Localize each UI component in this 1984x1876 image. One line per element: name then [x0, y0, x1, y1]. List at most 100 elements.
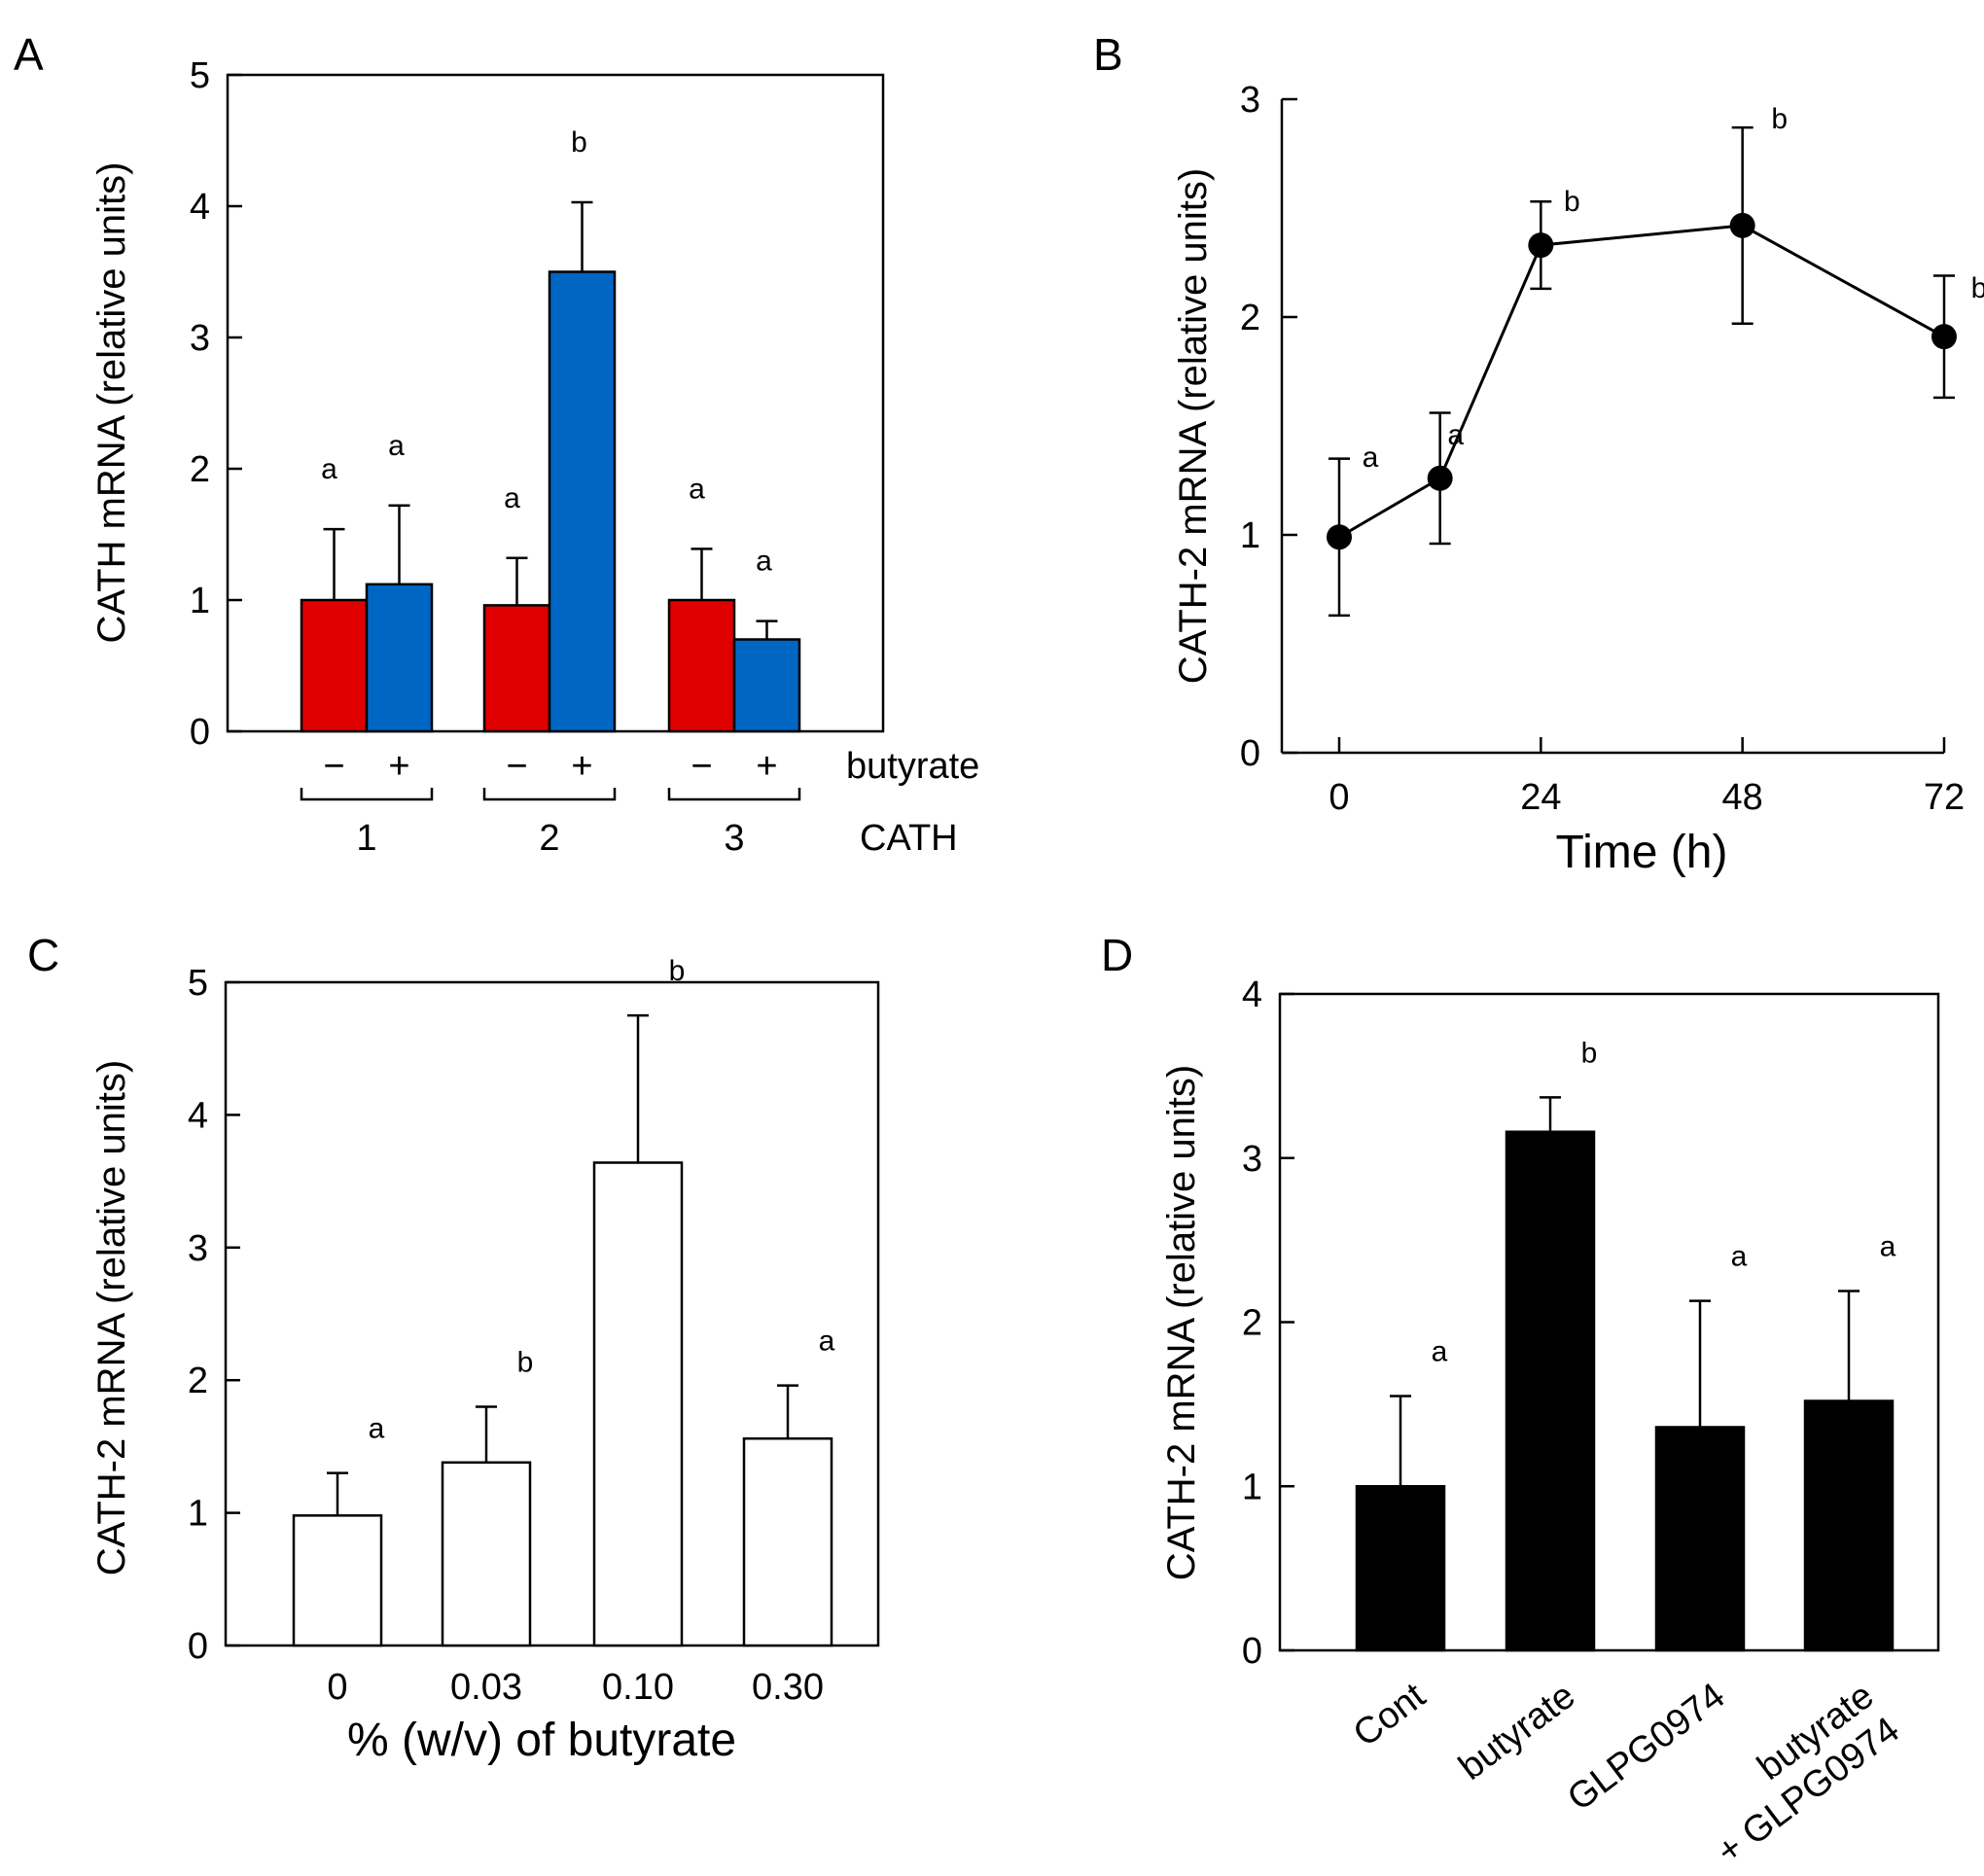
panel-a-group-bracket: [667, 788, 801, 801]
panel-c-category-label: 0: [327, 1667, 347, 1708]
panel-a-group-label: 2: [539, 818, 559, 859]
panel-d-bar: [1505, 1130, 1596, 1652]
panel-a-treatment-sign: +: [571, 746, 592, 787]
panel-c-y-axis-title: CATH-2 mRNA (relative units): [90, 1060, 133, 1575]
panel-b-xtick-label: 0: [1329, 777, 1349, 818]
panel-c-ytick-label: 3: [188, 1228, 208, 1269]
panel-a-treatment-title: butyrate: [846, 746, 979, 787]
panel-a-ytick-label: 4: [190, 187, 210, 228]
panel-b-y-axis-title: CATH-2 mRNA (relative units): [1172, 168, 1215, 684]
panel-c-significance-letter: a: [819, 1326, 835, 1358]
panel-a-treatment-sign: −: [506, 746, 527, 787]
panel-b-chart: 0 1 2 3 0 24 48 72 CATH-2 mRNA (relative units) T…: [1172, 80, 1984, 878]
panel-c-bar: [742, 1436, 833, 1647]
panel-c-letter: C: [27, 930, 59, 980]
panel-a-ytick-label: 1: [190, 581, 210, 621]
panel-b-significance-letter: b: [1971, 272, 1984, 304]
panel-b-data-point: [1931, 324, 1957, 350]
panel-c-x-axis-title: % (w/v) of butyrate: [347, 1715, 736, 1766]
panel-b-significance-letter: a: [1363, 442, 1379, 474]
panel-c-chart: 0 1 2 3 4 5 CATH-2 mRNA (relative units) a 0 b 0.0…: [90, 955, 880, 1766]
panel-d-letter: D: [1101, 930, 1133, 980]
panel-b-xtick-label: 48: [1722, 777, 1763, 818]
panel-a-bar: [548, 270, 617, 733]
panel-b-ytick-label: 3: [1240, 80, 1260, 121]
panel-c-category-label: 0.10: [602, 1667, 674, 1708]
panel-b-letter: B: [1093, 29, 1123, 80]
panel-a-letter: A: [14, 29, 44, 80]
panel-a-bar: [732, 638, 801, 733]
panel-d-bar: [1803, 1399, 1895, 1652]
panel-a-group-bracket: [300, 788, 434, 801]
panel-b-data-point: [1327, 524, 1352, 550]
panel-a-group-label: 1: [356, 818, 376, 859]
panel-d-ytick-label: 2: [1242, 1303, 1262, 1344]
panel-b-significance-letter: b: [1564, 186, 1580, 218]
panel-a-significance-letter: a: [388, 430, 405, 462]
panel-a-bar: [482, 604, 551, 733]
panel-b-significance-letter: a: [1447, 419, 1464, 451]
panel-a-significance-letter: a: [756, 546, 772, 578]
panel-a-treatment-sign: −: [323, 746, 344, 787]
panel-c-significance-letter: b: [517, 1346, 534, 1378]
panel-d-ytick-label: 4: [1242, 974, 1262, 1015]
panel-c-frame: [224, 980, 880, 1647]
panel-d-category-label-line: GLPG0974: [1560, 1676, 1732, 1820]
panel-a-significance-letter: b: [571, 126, 587, 159]
panel-d-ytick-label: 0: [1242, 1631, 1262, 1672]
panel-a-group-title: CATH: [860, 818, 958, 859]
panel-d-ytick-label: 3: [1242, 1139, 1262, 1180]
panel-c-category-label: 0.03: [450, 1667, 522, 1708]
panel-d-category-label-line: Cont: [1346, 1675, 1434, 1754]
panel-a-bar: [365, 583, 434, 733]
panel-a-group-label: 3: [724, 818, 744, 859]
panel-a-bar: [667, 598, 736, 733]
panel-d-ytick-label: 1: [1242, 1467, 1262, 1507]
panel-d-y-axis-title: CATH-2 mRNA (relative units): [1160, 1065, 1203, 1580]
panel-d-bar: [1355, 1485, 1446, 1652]
panel-c-bar: [292, 1514, 383, 1647]
panel-c-bar: [592, 1161, 684, 1647]
panel-b-xtick-label: 72: [1924, 777, 1965, 818]
panel-b-xtick-label: 24: [1520, 777, 1561, 818]
panel-a-significance-letter: a: [321, 453, 337, 485]
panel-a-treatment-sign: −: [691, 746, 712, 787]
panel-a-ytick-label: 0: [190, 712, 210, 753]
panel-c-ytick-label: 1: [188, 1494, 208, 1535]
panel-b-ytick-label: 2: [1240, 298, 1260, 338]
panel-d-significance-letter: a: [1731, 1241, 1748, 1273]
panel-b-ytick-label: 1: [1240, 515, 1260, 556]
panel-d-significance-letter: b: [1581, 1037, 1598, 1069]
panel-d-category-label: butyrate: [1451, 1676, 1582, 1788]
panel-a-treatment-sign: +: [388, 746, 409, 787]
panel-d-chart: 0 1 2 3 4 CATH-2 mRNA (relative units) a Cont b b…: [1160, 974, 1940, 1872]
panel-d-category-label: Cont: [1346, 1675, 1434, 1754]
panel-a-bar: [300, 598, 369, 733]
panel-c-category-label: 0.30: [752, 1667, 824, 1708]
panel-a-significance-letter: a: [504, 482, 520, 514]
panel-b-data-point: [1528, 232, 1554, 259]
panel-c-ytick-label: 4: [188, 1095, 208, 1136]
panel-a-significance-letter: a: [689, 473, 705, 505]
panel-d-category-label: GLPG0974: [1560, 1676, 1732, 1820]
panel-a-y-axis-title: CATH mRNA (relative units): [90, 162, 133, 644]
panel-a-chart: 0 1 2 3 4 5 CATH mRNA (relative units) a − a +1 a − b…: [90, 55, 979, 859]
panel-c-ytick-label: 5: [188, 963, 208, 1004]
panel-c-ytick-label: 2: [188, 1361, 208, 1401]
panel-c-significance-letter: a: [369, 1413, 385, 1445]
panel-b-data-point: [1427, 465, 1453, 491]
panel-b-data-point: [1729, 212, 1755, 238]
panel-d-bar: [1654, 1426, 1746, 1652]
panel-a-ytick-label: 5: [190, 55, 210, 96]
panel-b-series-line: [1338, 224, 1945, 539]
panel-b-x-axis-title: Time (h): [1556, 827, 1728, 878]
panel-d-significance-letter: a: [1432, 1335, 1448, 1367]
panel-c-ytick-label: 0: [188, 1626, 208, 1667]
panel-c-significance-letter: b: [669, 955, 686, 987]
panel-a-ytick-label: 3: [190, 318, 210, 359]
panel-c-bar: [441, 1461, 532, 1647]
panel-a-treatment-sign: +: [756, 746, 777, 787]
panel-d-significance-letter: a: [1880, 1230, 1896, 1262]
panel-b-significance-letter: b: [1771, 103, 1788, 135]
